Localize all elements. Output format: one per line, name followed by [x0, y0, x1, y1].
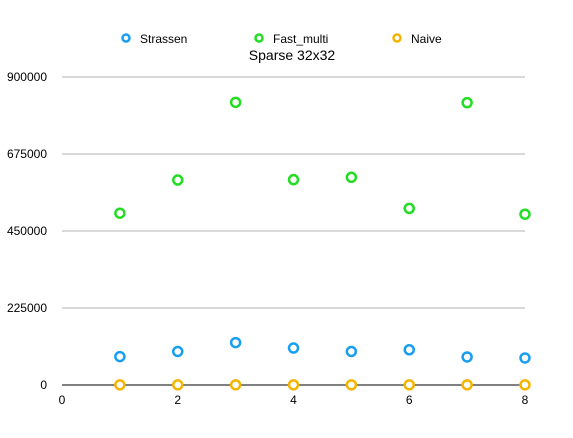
- legend: Strassen Fast_multi Naive: [121, 32, 442, 46]
- legend-marker: [392, 33, 402, 43]
- x-tick-label: 0: [59, 393, 66, 407]
- y-tick-label: 900000: [7, 70, 47, 84]
- data-point: [287, 379, 300, 391]
- data-points: [114, 96, 531, 391]
- data-point: [345, 171, 358, 184]
- series-naive: [114, 379, 531, 391]
- data-point: [519, 379, 531, 391]
- legend-marker: [254, 33, 264, 43]
- data-point: [461, 351, 473, 363]
- grid-lines: [62, 76, 525, 309]
- legend-item: Fast_multi: [254, 32, 328, 46]
- series-strassen: [114, 336, 531, 364]
- legend-label: Fast_multi: [273, 32, 328, 46]
- data-point: [114, 350, 126, 363]
- data-point: [114, 207, 126, 219]
- y-tick-label: 675000: [7, 147, 47, 161]
- legend-label: Naive: [411, 32, 442, 46]
- legend-item: Strassen: [121, 32, 187, 46]
- data-point: [172, 379, 184, 391]
- data-point: [403, 344, 415, 356]
- x-tick-label: 8: [522, 393, 529, 407]
- x-tick-label: 2: [174, 393, 181, 407]
- data-point: [172, 345, 184, 358]
- legend-marker: [121, 33, 131, 43]
- data-point: [229, 336, 242, 349]
- x-tick-label: 6: [406, 393, 413, 407]
- data-point: [403, 379, 415, 391]
- legend-item: Naive: [392, 32, 442, 46]
- data-point: [229, 379, 242, 391]
- chart-title: Sparse 32x32: [249, 47, 336, 63]
- data-point: [519, 352, 531, 364]
- y-tick-label: 225000: [7, 301, 47, 315]
- y-tick-label: 450000: [7, 224, 47, 238]
- x-tick-label: 4: [290, 393, 297, 407]
- data-point: [461, 379, 473, 391]
- data-point: [114, 379, 126, 391]
- tick-labels: 0 225000 450000 675000 900000 0 2 4 6 8: [7, 70, 529, 407]
- data-point: [287, 342, 300, 354]
- data-point: [172, 174, 184, 186]
- y-tick-label: 0: [40, 378, 47, 392]
- data-point: [461, 96, 473, 109]
- legend-label: Strassen: [140, 32, 187, 46]
- data-point: [345, 345, 358, 358]
- data-point: [287, 173, 300, 186]
- data-point: [519, 208, 531, 220]
- data-point: [345, 379, 358, 391]
- data-point: [403, 202, 415, 215]
- series-fast-multi: [114, 96, 531, 220]
- data-point: [229, 96, 242, 109]
